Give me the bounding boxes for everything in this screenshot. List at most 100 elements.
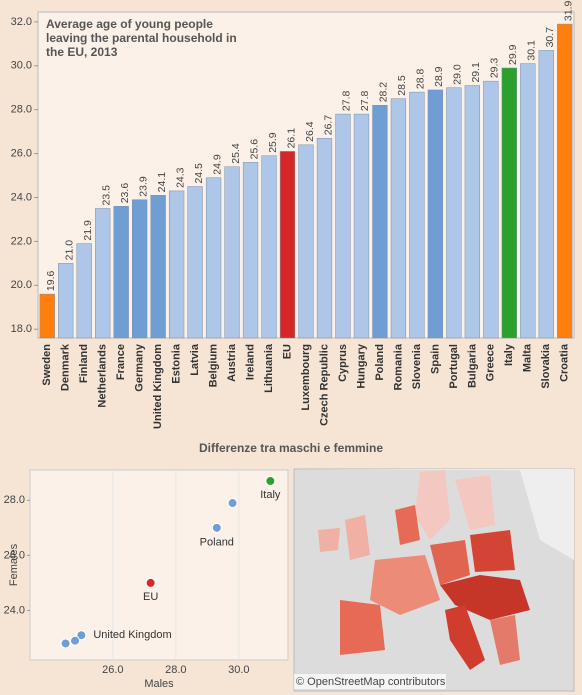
x-tick-label: Slovakia [540, 343, 552, 389]
map-region [415, 470, 450, 540]
value-label: 24.5 [193, 163, 205, 184]
value-label: 28.8 [415, 69, 427, 90]
bar [298, 144, 314, 339]
x-tick-label: Malta [522, 343, 534, 372]
x-tick-label: France [115, 344, 127, 380]
bar [464, 85, 480, 339]
value-label: 21.0 [64, 240, 76, 261]
map-land [294, 469, 574, 560]
attribution-box [294, 674, 446, 689]
point-label: Poland [200, 537, 234, 549]
value-label: 26.7 [322, 115, 334, 136]
value-label: 30.7 [544, 27, 556, 48]
bar [242, 162, 259, 339]
x-tick-label: Cyprus [337, 344, 349, 382]
value-label: 28.5 [396, 75, 408, 96]
value-label: 27.8 [341, 90, 353, 111]
value-label: 24.9 [211, 154, 223, 175]
point [227, 498, 238, 509]
y-tick-label: 26.0 [4, 549, 25, 561]
point [60, 638, 71, 649]
x-tick-label: Netherlands [97, 344, 109, 408]
map-region [370, 555, 440, 615]
bar [390, 98, 407, 339]
bar [409, 91, 425, 339]
chart-title: Average age of young people leaving the … [46, 17, 237, 59]
point [145, 577, 156, 588]
bar [372, 105, 388, 339]
x-tick-label: Croatia [559, 343, 571, 382]
value-label: 24.1 [156, 172, 168, 193]
map-region [440, 575, 530, 620]
x-tick-label: Germany [134, 343, 146, 392]
value-label: 30.1 [526, 40, 538, 61]
bar [483, 80, 499, 339]
y-tick-label: 28.0 [4, 494, 25, 506]
value-label: 27.8 [359, 90, 371, 111]
x-tick-label: Hungary [355, 343, 367, 389]
x-tick-label: Poland [374, 344, 386, 381]
x-tick-label: Spain [429, 344, 441, 374]
map-attribution: © OpenStreetMap contributors [296, 676, 446, 688]
map-region [490, 615, 520, 665]
bar [150, 195, 166, 339]
x-tick-label: Austria [226, 343, 238, 382]
map-region [395, 505, 420, 545]
point-label: EU [143, 591, 158, 603]
value-label: 23.6 [119, 183, 131, 204]
value-label: 28.9 [433, 66, 445, 87]
value-label: 26.4 [304, 121, 316, 142]
x-tick-label: Czech Republic [318, 344, 330, 426]
bar [39, 293, 55, 339]
value-label: 28.2 [378, 82, 390, 103]
y-tick-label: 30.0 [11, 60, 32, 72]
value-label: 25.6 [248, 139, 260, 160]
bar [557, 23, 573, 339]
map-region [455, 475, 495, 530]
map-region [318, 528, 340, 552]
x-tick-label: Sweden [41, 344, 53, 386]
value-label: 31.9 [563, 0, 575, 21]
bar [205, 177, 222, 339]
map: © OpenStreetMap contributors [293, 468, 575, 692]
value-label: 29.9 [507, 44, 519, 65]
x-tick-label: Bulgaria [466, 343, 478, 388]
point [70, 635, 81, 646]
y-tick-label: 24.0 [11, 191, 32, 203]
bar [427, 89, 444, 339]
scatter-plot-area [29, 469, 289, 661]
value-label: 26.1 [285, 128, 297, 149]
map-region [340, 600, 385, 655]
bar [520, 63, 536, 339]
bar [95, 208, 111, 339]
value-label: 25.9 [267, 132, 279, 153]
x-tick-label: Romania [392, 343, 404, 390]
y-tick-label: 22.0 [11, 235, 32, 247]
y-tick-label: 24.0 [4, 604, 25, 616]
bar [168, 190, 185, 339]
map-region [430, 540, 470, 585]
bar [538, 50, 554, 339]
x-tick-label: United Kingdom [152, 344, 164, 429]
map-region [470, 530, 515, 572]
value-label: 29.1 [470, 62, 482, 83]
x-tick-label: 28.0 [165, 664, 186, 676]
y-tick-label: 26.0 [11, 148, 32, 160]
x-tick-label: Greece [485, 344, 497, 381]
y-tick-label: 18.0 [11, 323, 32, 335]
bar [335, 113, 351, 339]
y-tick-label: 28.0 [11, 104, 32, 116]
x-tick-label: Slovenia [411, 343, 423, 389]
value-label: 25.4 [230, 143, 242, 164]
bar [76, 243, 92, 339]
value-label: 29.0 [452, 64, 464, 85]
y-tick-label: 20.0 [11, 279, 32, 291]
x-tick-label: Ireland [244, 344, 256, 380]
value-label: 23.9 [137, 176, 149, 197]
map-region [345, 515, 370, 560]
value-label: 23.5 [100, 185, 112, 206]
bar [224, 166, 240, 339]
x-tick-label: Lithuania [263, 343, 275, 393]
point-label: United Kingdom [93, 629, 171, 641]
